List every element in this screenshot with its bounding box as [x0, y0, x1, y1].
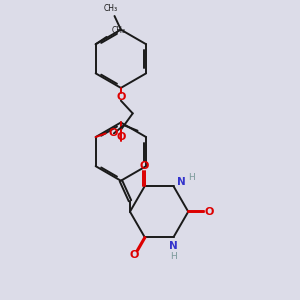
Text: CH₃: CH₃	[104, 4, 118, 13]
Text: CH₃: CH₃	[112, 26, 126, 35]
Text: O: O	[116, 132, 126, 142]
Text: O: O	[140, 160, 149, 170]
Text: N: N	[169, 241, 178, 251]
Text: H: H	[188, 173, 195, 182]
Text: O: O	[108, 128, 118, 138]
Text: O: O	[116, 92, 126, 102]
Text: N: N	[177, 177, 186, 188]
Text: H: H	[170, 252, 177, 261]
Text: O: O	[129, 250, 139, 260]
Text: O: O	[205, 207, 214, 217]
